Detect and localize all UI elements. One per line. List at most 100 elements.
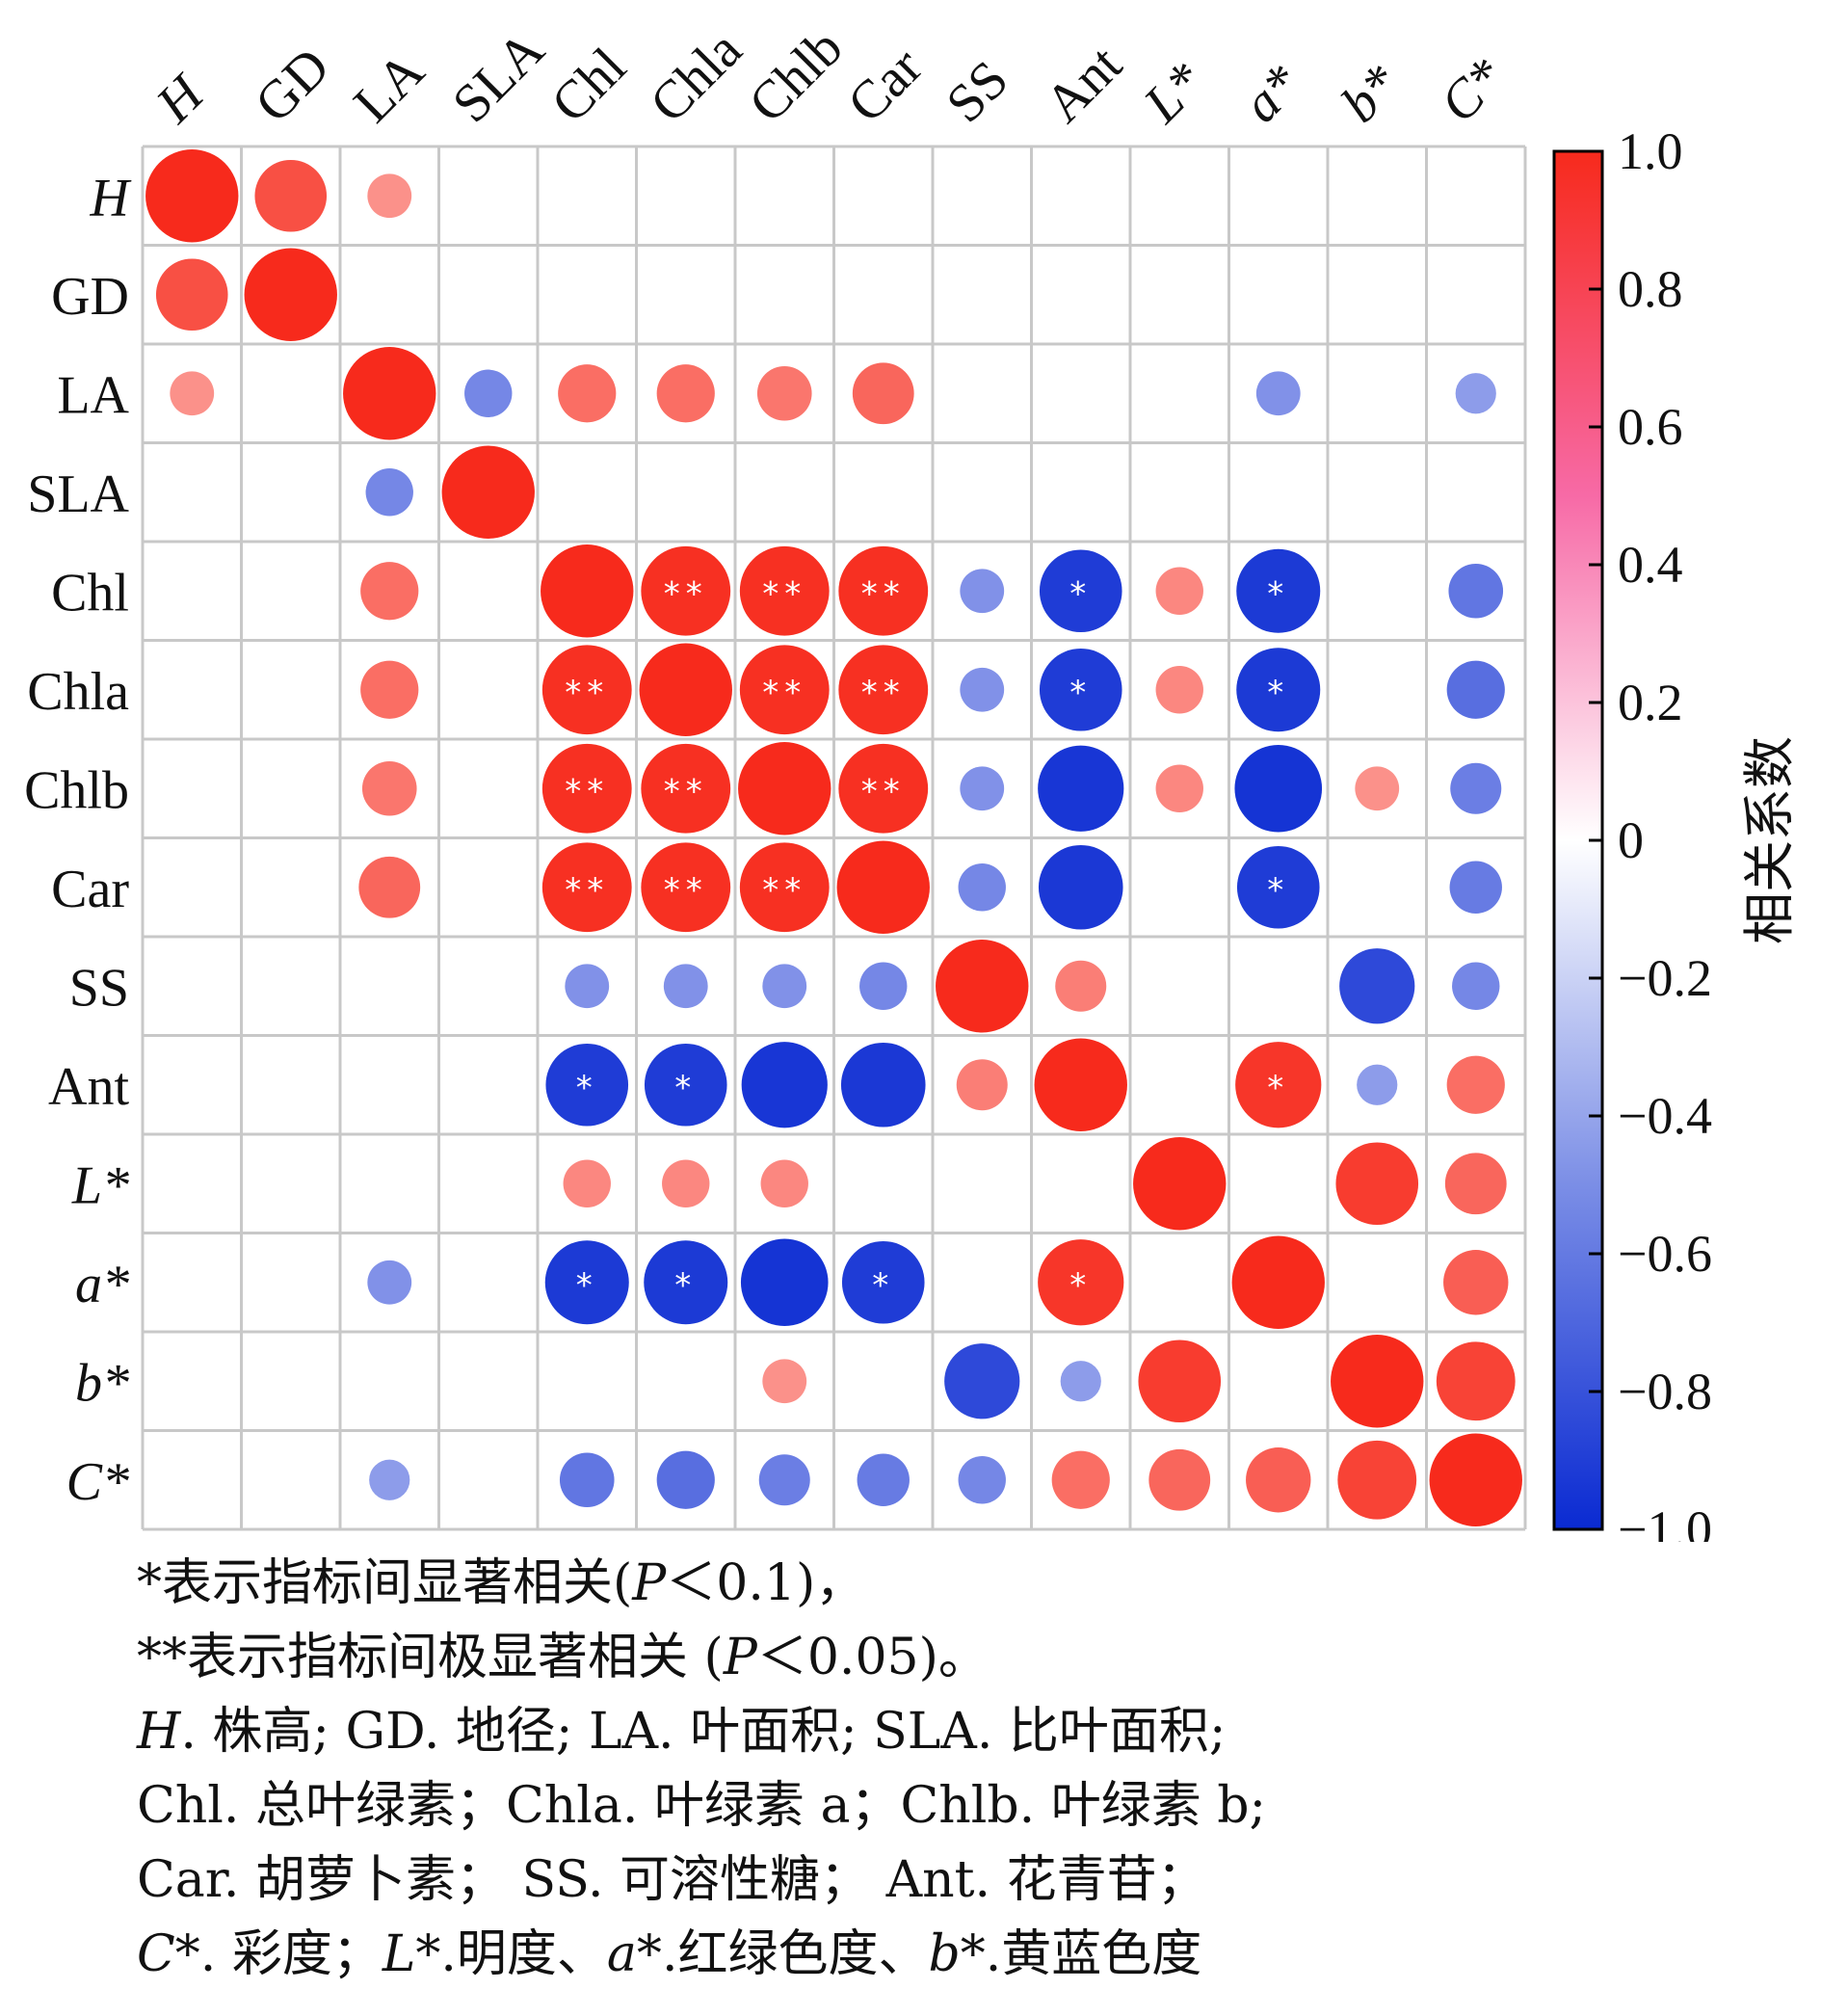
corr-circle-13-4 [559, 1452, 615, 1508]
column-label: a* [1231, 54, 1311, 134]
footnote-text: .红绿色度、 [661, 1925, 929, 1983]
corr-circle-6-4 [541, 743, 632, 834]
column-label: b* [1331, 54, 1411, 134]
row-label: LA [57, 365, 129, 425]
correlation-matrix-svg: ** ** ** * *** ** ** * *** ** **** ** ** ** * ** * * * HHG… [24, 17, 1800, 1542]
corr-circle-2-3 [464, 369, 513, 417]
colorbar: 1.0 0.8 0.6 0.4 0.2 0 −0.2 −0.4 −0.6 −0.8 −1.0 相关系数 [1552, 122, 1800, 1542]
corr-circle-7-4 [541, 842, 632, 933]
footnote-abbr: a* [606, 1925, 662, 1983]
corr-circle-4-5 [641, 545, 731, 636]
footnote-text: . 株高; GD. 地径; LA. 叶面积; SLA. 比叶面积; [180, 1703, 1227, 1761]
corr-circle-13-12 [1337, 1440, 1417, 1520]
footnote-abbr: b* [928, 1925, 986, 1983]
corr-circle-13-9 [1051, 1450, 1110, 1509]
significance-mark: ** [762, 674, 806, 712]
corr-circle-5-6 [739, 645, 830, 735]
corr-circle-10-13 [1444, 1153, 1507, 1215]
corr-circle-6-2 [361, 760, 417, 816]
colorbar-tick-label: −0.6 [1618, 1225, 1712, 1283]
corr-circle-8-12 [1339, 948, 1415, 1024]
footnote-text: .明度、 [440, 1925, 607, 1983]
row-label: GD [51, 267, 129, 327]
corr-circle-4-13 [1448, 563, 1504, 619]
footnote-p: P [632, 1554, 667, 1612]
corr-circle-8-6 [762, 964, 807, 1009]
significance-mark: * [1267, 1069, 1289, 1107]
corr-circle-13-7 [857, 1453, 910, 1506]
corr-circle-6-6 [738, 742, 831, 836]
corr-circle-11-4 [544, 1240, 629, 1325]
significance-mark: ** [762, 871, 806, 910]
corr-circle-1-1 [244, 248, 337, 341]
corr-circle-7-11 [1236, 845, 1320, 929]
corr-circle-8-9 [1055, 960, 1107, 1012]
corr-circle-5-13 [1446, 660, 1505, 719]
row-label: SLA [27, 464, 129, 524]
corr-circle-9-7 [840, 1042, 926, 1127]
corr-circle-0-2 [367, 173, 412, 219]
corr-circle-5-2 [360, 660, 419, 719]
significance-mark: ** [565, 871, 609, 910]
row-label: SS [69, 958, 129, 1018]
corr-circle-5-10 [1155, 666, 1203, 714]
corr-circle-10-6 [760, 1159, 808, 1207]
significance-mark: * [674, 1266, 697, 1305]
footnote-significance-1: *表示指标间显著相关(P＜0.1)， [137, 1547, 1804, 1621]
corr-circle-9-5 [644, 1043, 727, 1127]
footnote-text: ＜0.1)， [666, 1554, 866, 1612]
corr-circle-6-10 [1155, 764, 1203, 812]
significance-mark: * [576, 1266, 598, 1305]
significance-mark: * [1069, 574, 1092, 613]
corr-circle-5-5 [639, 643, 732, 736]
corr-circle-9-9 [1034, 1038, 1127, 1131]
corr-circle-12-9 [1060, 1361, 1101, 1402]
corr-circle-7-8 [958, 863, 1006, 912]
footnote-abbrev-2: Chl. 总叶绿素；Chla. 叶绿素 a；Chlb. 叶绿素 b; [137, 1777, 1267, 1835]
corr-circle-10-10 [1133, 1137, 1227, 1231]
column-label: Ant [1034, 35, 1134, 135]
column-label: Chla [639, 19, 753, 134]
corr-circle-11-5 [644, 1240, 728, 1325]
footnote-text: 表示指标间显著相关( [162, 1554, 633, 1612]
corr-circle-12-6 [762, 1359, 807, 1404]
column-label: Chl [541, 37, 638, 134]
column-label: GD [244, 37, 341, 134]
corr-circle-7-6 [739, 842, 830, 933]
corr-circle-2-0 [170, 371, 215, 416]
corr-circle-5-9 [1039, 648, 1122, 731]
footnote-star: ** [137, 1629, 187, 1686]
row-label: Car [51, 860, 129, 919]
significance-mark: * [1267, 871, 1289, 910]
footnote-abbrev-4: C*. 彩度；L*.明度、a*.红绿色度、b*.黄蓝色度 [137, 1918, 1804, 1992]
footnote-abbr: C* [137, 1925, 200, 1983]
corr-circle-6-8 [960, 766, 1005, 811]
corr-circle-7-13 [1449, 861, 1502, 914]
footnote-abbrev-1: H. 株高; GD. 地径; LA. 叶面积; SLA. 比叶面积; [137, 1695, 1804, 1769]
colorbar-tick-label: 0.6 [1618, 398, 1683, 456]
corr-circle-2-2 [343, 347, 436, 440]
colorbar-tick-label: 1.0 [1618, 122, 1683, 180]
corr-circle-10-5 [662, 1159, 710, 1207]
corr-circle-6-9 [1038, 745, 1124, 832]
row-label: Ant [48, 1057, 129, 1117]
corr-circle-13-13 [1429, 1433, 1522, 1526]
corr-circle-12-13 [1436, 1341, 1516, 1421]
corr-circle-4-2 [360, 562, 419, 621]
corr-circle-7-9 [1038, 844, 1123, 930]
colorbar-tick-label: −0.8 [1618, 1363, 1712, 1420]
corr-circle-4-11 [1236, 548, 1321, 633]
corr-circle-2-4 [558, 364, 617, 423]
corr-circle-9-11 [1235, 1042, 1322, 1128]
row-label: H [90, 168, 132, 227]
corr-circle-8-13 [1452, 962, 1500, 1010]
corr-circle-8-5 [663, 964, 708, 1009]
significance-mark: * [674, 1069, 697, 1107]
significance-mark: * [576, 1069, 598, 1107]
corr-circle-7-5 [641, 842, 731, 933]
corr-circle-9-8 [956, 1059, 1008, 1111]
corr-circle-2-6 [756, 365, 812, 421]
figure-footnote: *表示指标间显著相关(P＜0.1)， **表示指标间极显著相关 (P＜0.05)… [137, 1547, 1804, 1992]
corr-circle-3-3 [441, 445, 535, 539]
footnote-text: . 彩度； [199, 1925, 383, 1983]
